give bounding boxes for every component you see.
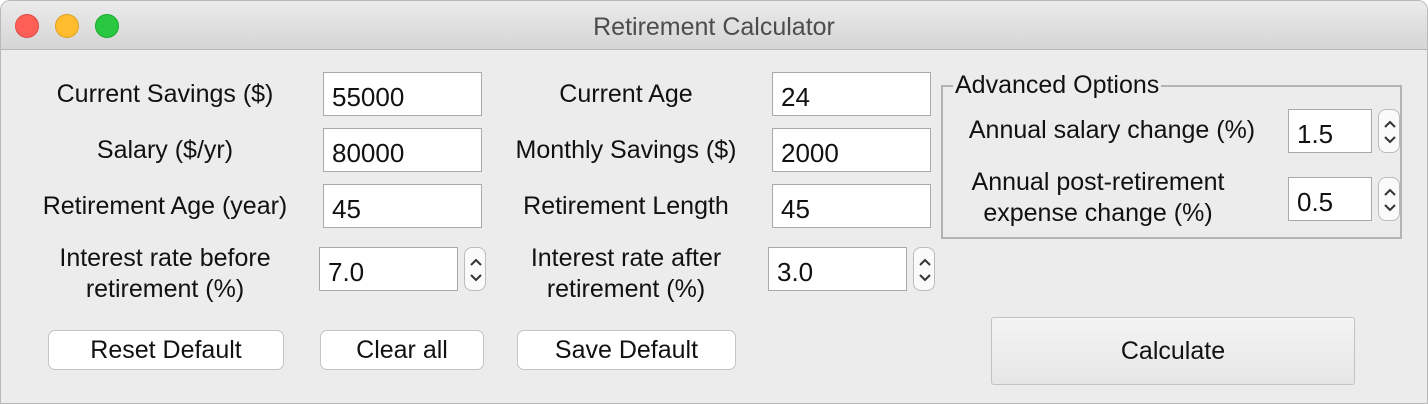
advanced-options-group [941,85,1402,239]
stepper-arrows-icon [919,258,931,282]
current-savings-input[interactable]: 55000 [323,72,482,116]
expense-change-stepper[interactable] [1378,177,1400,221]
interest-before-input[interactable]: 7.0 [319,247,458,291]
title-bar: Retirement Calculator [1,1,1427,50]
advanced-options-title: Advanced Options [953,70,1162,101]
expense-change-input[interactable]: 0.5 [1288,177,1372,221]
monthly-savings-input[interactable]: 2000 [772,128,931,172]
window-title: Retirement Calculator [593,13,835,41]
current-age-label: Current Age [559,80,693,108]
expense-change-label-line2: expense change (%) [983,199,1213,227]
salary-change-label: Annual salary change (%) [968,116,1256,144]
expense-change-label-line1: Annual post-retirement [971,168,1225,196]
interest-after-label-line2: retirement (%) [546,275,706,303]
salary-change-input[interactable]: 1.5 [1288,109,1372,153]
salary-change-stepper[interactable] [1378,109,1400,153]
interest-before-stepper[interactable] [464,247,486,291]
calculate-button[interactable]: Calculate [991,317,1355,385]
interest-before-label-line1: Interest rate before [59,244,271,272]
stepper-arrows-icon [470,258,482,282]
retirement-length-label: Retirement Length [523,192,729,220]
salary-label: Salary ($/yr) [96,136,234,164]
save-default-button[interactable]: Save Default [517,330,736,370]
interest-after-stepper[interactable] [913,247,935,291]
interest-before-label-line2: retirement (%) [85,275,245,303]
minimize-window-button[interactable] [55,14,79,38]
reset-default-button[interactable]: Reset Default [48,330,284,370]
retirement-age-input[interactable]: 45 [323,184,482,228]
zoom-window-button[interactable] [95,14,119,38]
monthly-savings-label: Monthly Savings ($) [515,136,737,164]
close-window-button[interactable] [15,14,39,38]
salary-input[interactable]: 80000 [323,128,482,172]
current-age-input[interactable]: 24 [772,72,931,116]
interest-after-label-line1: Interest rate after [530,244,722,272]
retirement-age-label: Retirement Age (year) [42,192,288,220]
stepper-arrows-icon [1384,120,1396,144]
stepper-arrows-icon [1384,188,1396,212]
current-savings-label: Current Savings ($) [56,80,274,108]
interest-after-input[interactable]: 3.0 [768,247,907,291]
clear-all-button[interactable]: Clear all [320,330,484,370]
retirement-length-input[interactable]: 45 [772,184,931,228]
